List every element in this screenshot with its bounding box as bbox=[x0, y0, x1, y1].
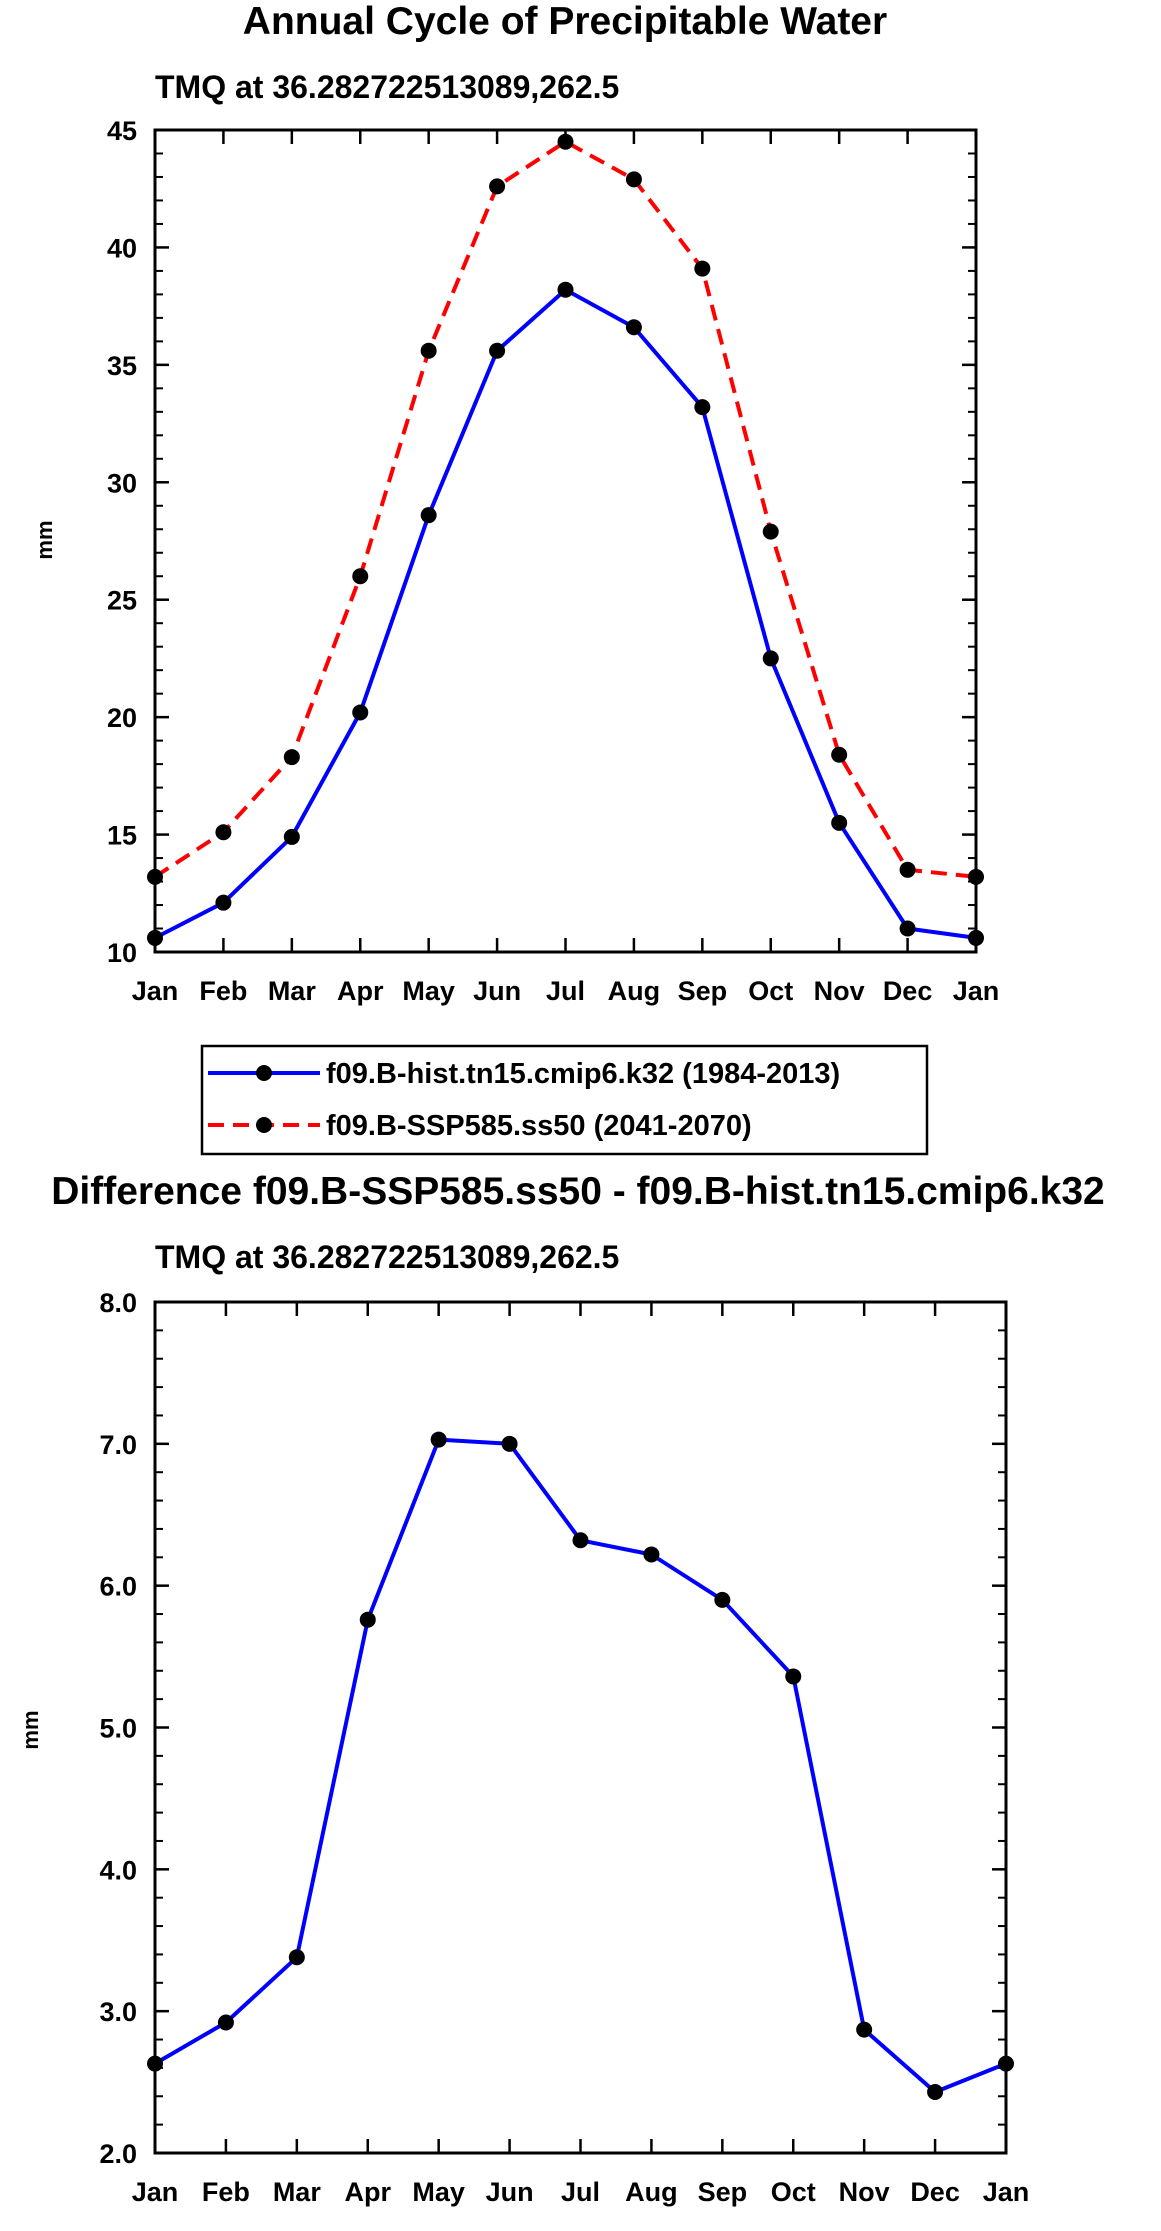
chart1-xtick-label: Jul bbox=[546, 976, 585, 1006]
legend-label-ssp: f09.B-SSP585.ss50 (2041-2070) bbox=[326, 1110, 752, 1142]
chart1-series-1-point bbox=[352, 568, 369, 585]
chart1-xtick-label: Aug bbox=[608, 976, 660, 1006]
chart2-series-0-point bbox=[927, 2084, 944, 2101]
chart2-xtick-label: Mar bbox=[273, 2177, 322, 2207]
chart1-xtick-label: Nov bbox=[814, 976, 865, 1006]
chart1-series-0-point bbox=[420, 507, 437, 524]
chart2-xtick-label: Aug bbox=[625, 2177, 677, 2207]
chart2-ytick-label: 4.0 bbox=[99, 1855, 137, 1885]
chart1-xtick-label: Apr bbox=[337, 976, 384, 1006]
legend-marker-ssp bbox=[256, 1117, 272, 1133]
chart2-frame bbox=[153, 1300, 1008, 2155]
chart2-xtick-label: Nov bbox=[839, 2177, 890, 2207]
chart1-xtick-label: Sep bbox=[678, 976, 728, 1006]
chart1-xtick-label: Oct bbox=[748, 976, 793, 1006]
chart1-ytick-label: 40 bbox=[107, 233, 137, 263]
chart1-ytick-label: 20 bbox=[107, 703, 137, 733]
chart2-ytick-label: 5.0 bbox=[99, 1714, 137, 1744]
chart1-series-1-point bbox=[762, 523, 779, 540]
chart2-ytick-label: 2.0 bbox=[99, 2139, 137, 2169]
chart1-series-1-point bbox=[489, 178, 506, 195]
chart1-ytick-label: 15 bbox=[107, 821, 137, 851]
chart1-ytick-label: 30 bbox=[107, 468, 137, 498]
chart1-frame bbox=[153, 128, 978, 954]
chart1-series-1-point bbox=[420, 342, 437, 359]
chart1-ytick-label: 10 bbox=[107, 938, 137, 968]
chart2-series-0-point bbox=[288, 1949, 305, 1966]
chart2-xtick-label: Feb bbox=[202, 2177, 250, 2207]
chart1-xtick-label: Jan bbox=[953, 976, 1000, 1006]
chart1-series-0-point bbox=[968, 929, 984, 946]
chart1-legend: f09.B-hist.tn15.cmip6.k32 (1984-2013) f0… bbox=[200, 1044, 929, 1156]
chart2-xtick-label: Oct bbox=[771, 2177, 816, 2207]
chart2-xtick-label: Jun bbox=[486, 2177, 534, 2207]
chart2-xtick-label: Jan bbox=[132, 2177, 179, 2207]
chart1-series-line-0 bbox=[154, 287, 977, 940]
chart1-series-0-point bbox=[831, 814, 848, 831]
chart1-series-1-point bbox=[557, 133, 574, 150]
chart1-xtick-label: May bbox=[402, 976, 455, 1006]
chart2-plot: Jan Feb Mar Apr May Jun Jul Aug Sep Oct Nov Dec Jan 2… bbox=[99, 1288, 1029, 2207]
chart1-series-1-point bbox=[694, 260, 711, 277]
chart1-series-0-point bbox=[694, 399, 711, 416]
chart2-xtick-label: Jul bbox=[561, 2177, 600, 2207]
chart1-series-0-point bbox=[762, 650, 779, 667]
chart1-series-0-point bbox=[215, 894, 232, 911]
chart1-xtick-label: Dec bbox=[883, 976, 933, 1006]
legend-label-hist: f09.B-hist.tn15.cmip6.k32 (1984-2013) bbox=[326, 1058, 840, 1090]
chart2-xtick-label: Dec bbox=[910, 2177, 960, 2207]
chart1-ytick-label: 25 bbox=[107, 586, 137, 616]
chart2-subtitle: TMQ at 36.282722513089,262.5 bbox=[155, 1239, 619, 1275]
chart1-ytick-label: 35 bbox=[107, 351, 137, 381]
chart1-series-1-point bbox=[831, 746, 848, 763]
chart2-series-0-point bbox=[359, 1611, 376, 1628]
chart1-series-0-point bbox=[283, 828, 300, 845]
chart2-series-0-point bbox=[572, 1532, 589, 1549]
chart1-series-0-point bbox=[625, 319, 642, 336]
chart2-series-0-point bbox=[147, 2055, 163, 2072]
chart1-series-1-point bbox=[283, 749, 300, 766]
chart1-series-1-point bbox=[968, 868, 984, 885]
chart1-subtitle: TMQ at 36.282722513089,262.5 bbox=[155, 69, 619, 105]
chart1-series-line-1 bbox=[153, 139, 977, 879]
chart2-xtick-label: Sep bbox=[698, 2177, 748, 2207]
chart1-series-0-point bbox=[352, 704, 369, 721]
chart2-series-0-point bbox=[217, 2014, 234, 2031]
chart1-series-0-point bbox=[899, 920, 916, 937]
chart1-xtick-label: Mar bbox=[268, 976, 317, 1006]
chart2-ytick-label: 6.0 bbox=[99, 1572, 137, 1602]
chart2-ytick-label: 3.0 bbox=[99, 1997, 137, 2027]
chart2-title: Difference f09.B-SSP585.ss50 - f09.B-his… bbox=[51, 1170, 1104, 1213]
chart2-ytick-label: 7.0 bbox=[99, 1430, 137, 1460]
legend-marker-hist bbox=[256, 1065, 272, 1081]
chart1-xtick-label: Jun bbox=[473, 976, 521, 1006]
chart2-series-0-point bbox=[785, 1668, 802, 1685]
chart2-series-0-point bbox=[856, 2021, 873, 2038]
chart1-series-1-point bbox=[215, 824, 232, 841]
chart1-plot: Jan Feb Mar Apr May Jun Jul Aug Sep Oct Nov Dec Jan 1… bbox=[107, 116, 999, 1006]
chart1-series-1-point bbox=[899, 861, 916, 878]
chart1-xtick-label: Jan bbox=[132, 976, 179, 1006]
legend-box bbox=[200, 1044, 929, 1156]
chart1-ytick-label: 45 bbox=[107, 116, 137, 146]
chart1-series-1-point bbox=[147, 868, 163, 885]
chart2-ytick-label: 8.0 bbox=[99, 1288, 137, 1318]
chart2-series-0-point bbox=[430, 1431, 447, 1448]
chart2-series-0-point bbox=[714, 1591, 731, 1608]
chart1-ylabel: mm bbox=[32, 520, 57, 559]
chart1-series-1-point bbox=[625, 171, 642, 188]
chart2-xtick-label: May bbox=[412, 2177, 465, 2207]
chart2-xtick-label: Apr bbox=[345, 2177, 392, 2207]
chart2-ylabel: mm bbox=[18, 1710, 43, 1749]
chart2-series-0-point bbox=[643, 1546, 660, 1563]
chart1-series-0-point bbox=[557, 281, 574, 298]
chart1-xtick-label: Feb bbox=[199, 976, 247, 1006]
chart2-series-0-point bbox=[998, 2055, 1014, 2072]
chart2-series-0-point bbox=[501, 1435, 518, 1452]
chart1-series-0-point bbox=[147, 929, 163, 946]
chart1-title: Annual Cycle of Precipitable Water bbox=[243, 0, 887, 43]
chart1-series-0-point bbox=[489, 342, 506, 359]
chart2-xtick-label: Jan bbox=[983, 2177, 1030, 2207]
